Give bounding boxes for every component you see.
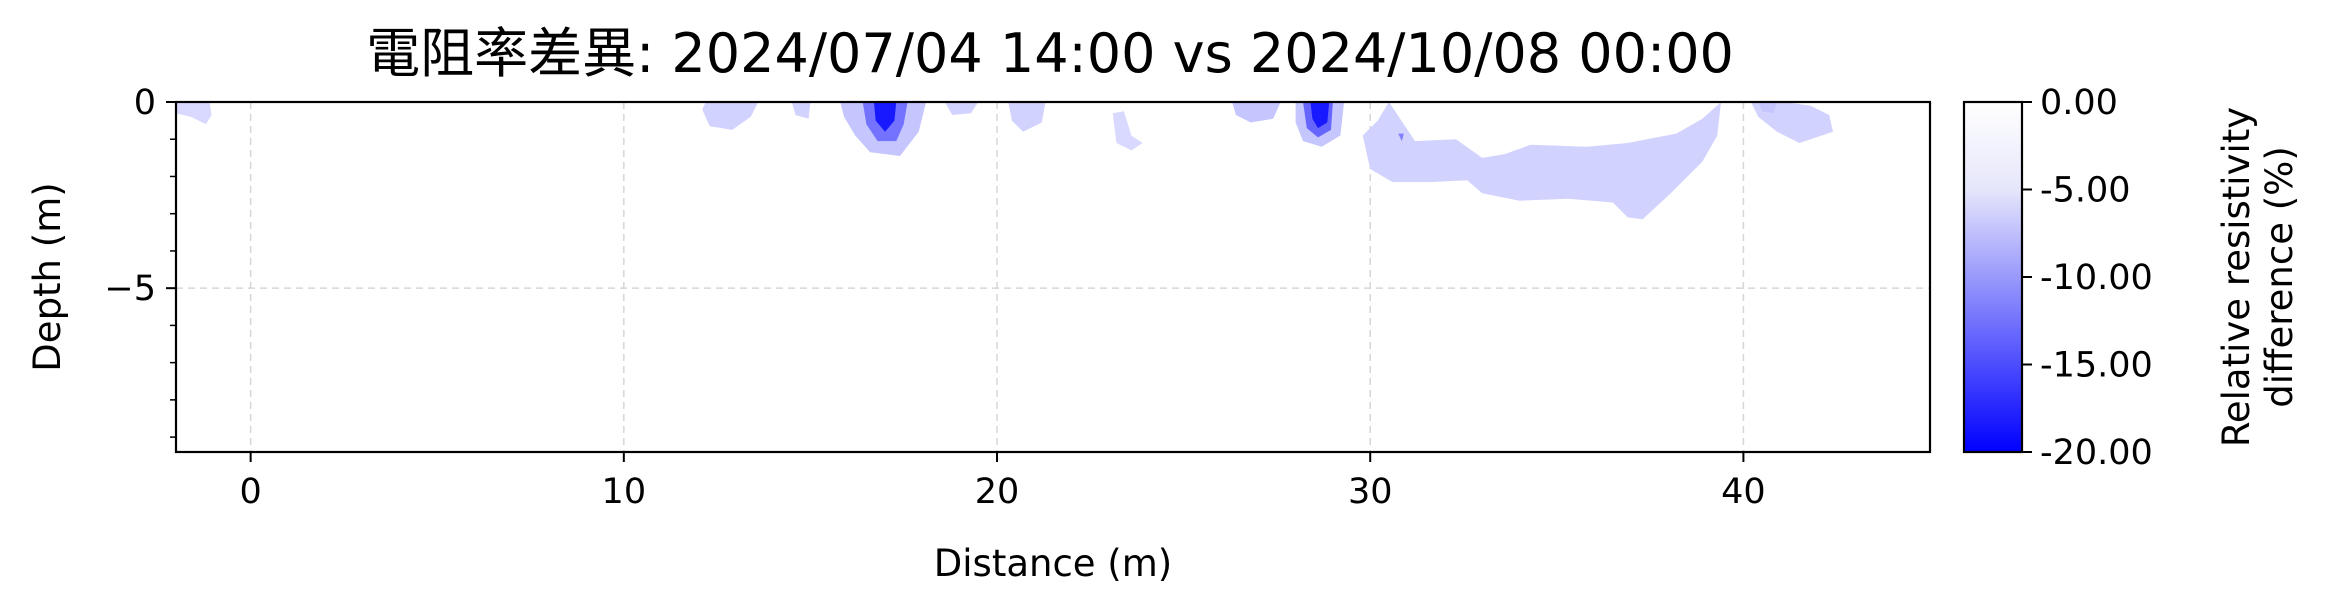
anomaly-zone-18-19	[944, 102, 979, 115]
x-axis-label: Distance (m)	[934, 542, 1172, 585]
colorbar	[1964, 102, 2022, 452]
y-axis-label: Depth (m)	[26, 182, 69, 371]
anomaly-zone-20-21	[1008, 102, 1046, 132]
x-tick-label-3: 30	[1348, 472, 1393, 512]
colorbar-tick-label-4: -20.00	[2040, 433, 2153, 473]
x-tick-label-2: 20	[975, 472, 1020, 512]
x-tick-label-1: 10	[602, 472, 647, 512]
colorbar-tick-label-3: -15.00	[2040, 346, 2153, 386]
colorbar-axis: 0.00 -5.00 -10.00 -15.00 -20.00	[2022, 83, 2153, 473]
anomaly-zone-23	[1112, 111, 1143, 151]
chart-title: 電阻率差異: 2024/07/04 14:00 vs 2024/10/08 00…	[366, 22, 1734, 85]
anomaly-zone-28-29-peak	[1310, 102, 1330, 129]
anomaly-zone-26-27	[1232, 102, 1281, 123]
anomaly-zone-14-15	[791, 102, 811, 119]
anomaly-layer	[176, 102, 1833, 220]
x-tick-label-0: 0	[239, 472, 261, 512]
plot-frame	[174, 100, 1932, 454]
anomaly-zone-31-dot	[1398, 133, 1404, 142]
y-axis: 0 −5	[104, 83, 176, 438]
x-axis: 0 10 20 30 40	[239, 452, 1766, 512]
y-tick-label-0: 0	[134, 83, 156, 123]
anomaly-zone-40-core	[1758, 102, 1777, 114]
colorbar-tick-label-1: -5.00	[2040, 171, 2131, 211]
colorbar-label-line1: Relative resistivity	[2215, 107, 2258, 447]
anomaly-broad-zone	[1362, 102, 1721, 220]
colorbar-tick-label-0: 0.00	[2040, 83, 2118, 123]
anomaly-left-edge	[176, 102, 212, 125]
colorbar-tick-label-2: -10.00	[2040, 258, 2153, 298]
y-tick-label-1: −5	[104, 269, 156, 309]
anomaly-zone-16-17-peak	[873, 102, 897, 132]
anomaly-zone-12-13	[702, 102, 759, 130]
x-tick-label-4: 40	[1721, 472, 1766, 512]
colorbar-label-line2: difference (%)	[2258, 146, 2301, 408]
